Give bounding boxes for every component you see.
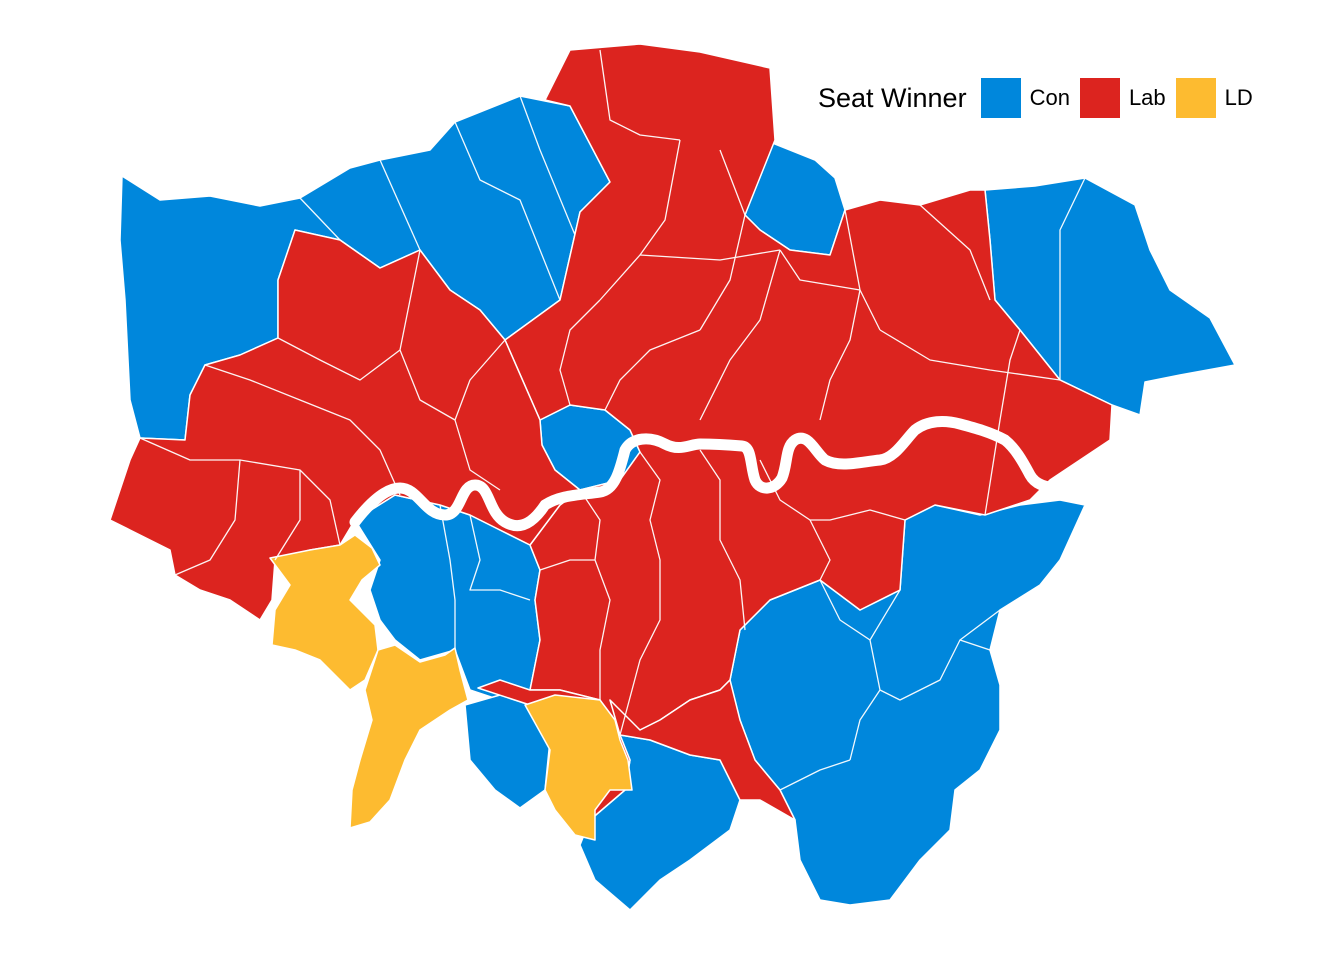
legend-label-lab: Lab	[1128, 85, 1166, 110]
region-ld-kingston	[349, 644, 469, 829]
legend-swatch-con	[980, 78, 1021, 118]
legend-swatch-ld	[1175, 78, 1216, 118]
legend: Seat Winner Con Lab LD	[818, 76, 1263, 120]
legend-swatch-lab	[1079, 78, 1120, 118]
legend-item-ld: LD	[1175, 78, 1253, 118]
legend-title: Seat Winner	[818, 82, 967, 113]
legend-label-ld: LD	[1224, 85, 1253, 110]
regions-conservative	[119, 95, 1236, 911]
region-ld-sutton	[524, 694, 633, 841]
constituency-borders	[139, 49, 1086, 791]
legend-label-con: Con	[1029, 85, 1070, 110]
region-lab-north	[504, 43, 1113, 736]
legend-item-con: Con	[980, 78, 1070, 118]
regions-liberal-democrat	[269, 534, 633, 841]
region-ld-twickenham	[269, 534, 381, 691]
legend-item-lab: Lab	[1079, 78, 1166, 118]
river-thames	[349, 416, 1066, 532]
